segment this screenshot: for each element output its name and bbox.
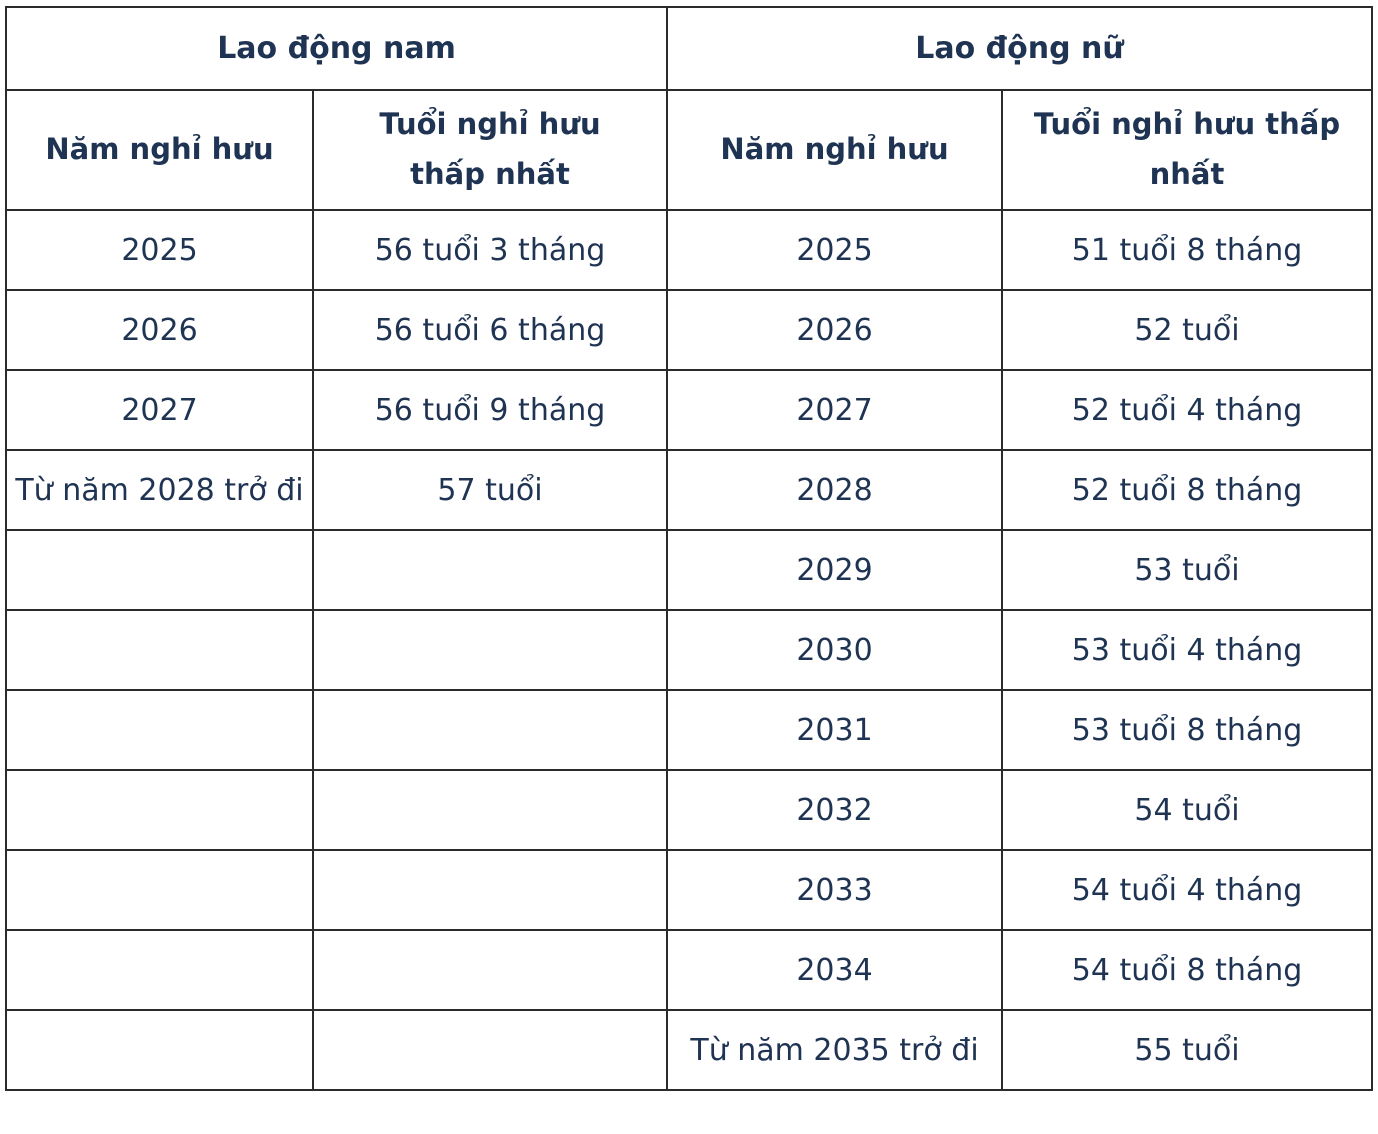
cell-female-year: 2030 — [666, 609, 1004, 691]
colhead-male-year: Năm nghỉ hưu — [5, 89, 314, 211]
table-row: 2030 53 tuổi 4 tháng — [5, 609, 1374, 691]
cell-male-age — [311, 609, 669, 691]
cell-female-year: 2032 — [666, 769, 1004, 851]
cell-male-year: 2026 — [5, 289, 314, 371]
group-header-female: Lao động nữ — [666, 6, 1374, 91]
table-body: 2025 56 tuổi 3 tháng 2025 51 tuổi 8 tháng 20… — [5, 209, 1374, 1091]
cell-female-age: 54 tuổi 8 tháng — [1001, 929, 1374, 1011]
cell-female-year: 2029 — [666, 529, 1004, 611]
cell-male-year — [5, 769, 314, 851]
cell-male-year — [5, 689, 314, 771]
cell-male-year — [5, 1009, 314, 1091]
cell-female-year: 2031 — [666, 689, 1004, 771]
retirement-age-table: Lao động nam Lao động nữ Năm nghỉ hưu Tu… — [4, 6, 1374, 1091]
cell-male-age — [311, 769, 669, 851]
table-row: 2025 56 tuổi 3 tháng 2025 51 tuổi 8 tháng — [5, 209, 1374, 291]
cell-male-age: 56 tuổi 3 tháng — [311, 209, 669, 291]
table-row: Từ năm 2035 trở đi 55 tuổi — [5, 1009, 1374, 1091]
table-row: 2027 56 tuổi 9 tháng 2027 52 tuổi 4 tháng — [5, 369, 1374, 451]
cell-female-age: 53 tuổi 4 tháng — [1001, 609, 1374, 691]
cell-male-age: 56 tuổi 9 tháng — [311, 369, 669, 451]
cell-female-age: 52 tuổi — [1001, 289, 1374, 371]
cell-female-year: 2033 — [666, 849, 1004, 931]
cell-female-year: 2034 — [666, 929, 1004, 1011]
colhead-female-age: Tuổi nghỉ hưu thấp nhất — [1001, 89, 1374, 211]
cell-female-year: Từ năm 2035 trở đi — [666, 1009, 1004, 1091]
cell-male-age — [311, 929, 669, 1011]
colhead-male-age: Tuổi nghỉ hưu thấp nhất — [311, 89, 669, 211]
cell-male-age — [311, 849, 669, 931]
cell-male-year — [5, 529, 314, 611]
cell-male-year — [5, 609, 314, 691]
cell-male-year: 2027 — [5, 369, 314, 451]
table-row: 2034 54 tuổi 8 tháng — [5, 929, 1374, 1011]
cell-female-year: 2027 — [666, 369, 1004, 451]
cell-female-year: 2026 — [666, 289, 1004, 371]
table-row: 2031 53 tuổi 8 tháng — [5, 689, 1374, 771]
column-header-row: Năm nghỉ hưu Tuổi nghỉ hưu thấp nhất Năm… — [5, 89, 1374, 211]
cell-female-age: 53 tuổi 8 tháng — [1001, 689, 1374, 771]
cell-male-age — [311, 529, 669, 611]
cell-male-year — [5, 849, 314, 931]
colhead-female-year: Năm nghỉ hưu — [666, 89, 1004, 211]
cell-female-year: 2025 — [666, 209, 1004, 291]
cell-male-year: 2025 — [5, 209, 314, 291]
cell-female-year: 2028 — [666, 449, 1004, 531]
cell-male-age — [311, 1009, 669, 1091]
cell-male-age: 57 tuổi — [311, 449, 669, 531]
group-header-male: Lao động nam — [4, 6, 669, 91]
cell-male-year: Từ năm 2028 trở đi — [5, 449, 314, 531]
cell-female-age: 52 tuổi 4 tháng — [1001, 369, 1374, 451]
cell-female-age: 52 tuổi 8 tháng — [1001, 449, 1374, 531]
cell-female-age: 54 tuổi 4 tháng — [1001, 849, 1374, 931]
cell-female-age: 55 tuổi — [1001, 1009, 1374, 1091]
cell-male-age — [311, 689, 669, 771]
group-header-row: Lao động nam Lao động nữ — [4, 6, 1374, 91]
table-row: 2026 56 tuổi 6 tháng 2026 52 tuổi — [5, 289, 1374, 371]
table-row: Từ năm 2028 trở đi 57 tuổi 2028 52 tuổi 8 t… — [5, 449, 1374, 531]
cell-female-age: 51 tuổi 8 tháng — [1001, 209, 1374, 291]
table-row: 2033 54 tuổi 4 tháng — [5, 849, 1374, 931]
cell-male-year — [5, 929, 314, 1011]
table-row: 2029 53 tuổi — [5, 529, 1374, 611]
table-row: 2032 54 tuổi — [5, 769, 1374, 851]
cell-female-age: 53 tuổi — [1001, 529, 1374, 611]
cell-male-age: 56 tuổi 6 tháng — [311, 289, 669, 371]
cell-female-age: 54 tuổi — [1001, 769, 1374, 851]
